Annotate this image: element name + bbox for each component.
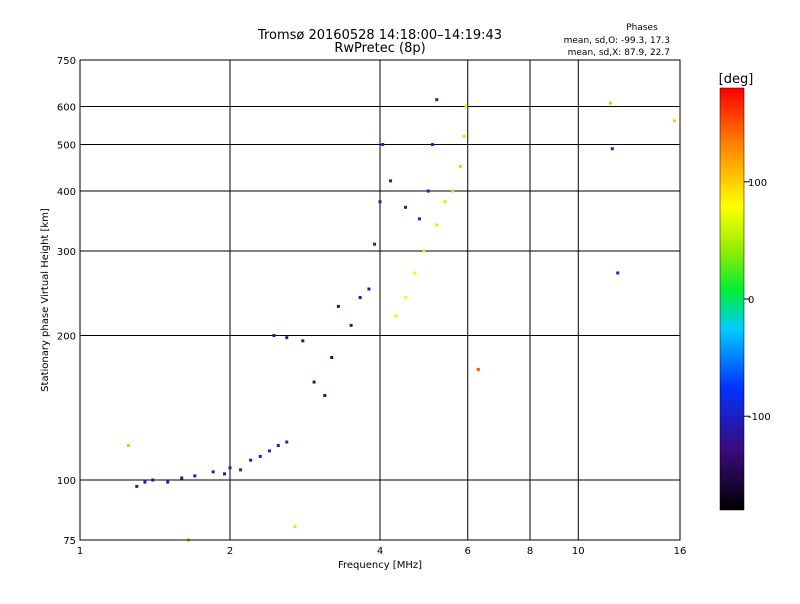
- data-point: [367, 287, 371, 291]
- y-axis-label: Stationary phase Virtual Height [km]: [40, 208, 51, 392]
- y-tick-label: 75: [63, 536, 76, 547]
- data-point: [258, 454, 262, 458]
- colorbar-label: [deg]: [719, 72, 754, 87]
- data-point: [435, 223, 439, 227]
- colorbar-tick-label: 0: [748, 295, 754, 306]
- colorbar-tick-label: -100: [748, 412, 771, 423]
- y-tick-label: 200: [57, 332, 76, 343]
- colorbar-tick-label: 100: [748, 178, 767, 189]
- y-tick-label: 500: [57, 141, 76, 152]
- data-point: [239, 468, 243, 472]
- data-point: [403, 205, 407, 209]
- data-point: [143, 480, 147, 484]
- data-point: [426, 189, 430, 193]
- data-point: [301, 339, 305, 343]
- chart-title: Tromsø 20160528 14:18:00–14:19:43: [257, 28, 502, 43]
- data-point: [413, 271, 417, 275]
- y-tick-label: 600: [57, 103, 76, 114]
- data-point: [389, 179, 393, 183]
- colorbar-ticks: -100 0 100: [744, 178, 771, 423]
- x-tick-label: 10: [572, 546, 585, 557]
- data-point: [610, 147, 614, 151]
- data-point: [373, 242, 377, 246]
- data-point: [358, 296, 362, 300]
- y-tick-label: 300: [57, 247, 76, 258]
- data-point: [211, 470, 215, 474]
- data-point: [293, 525, 297, 529]
- data-point: [673, 119, 677, 123]
- data-point: [458, 164, 462, 168]
- x-tick-label: 16: [674, 546, 687, 557]
- chart-subtitle: RwPretec (8p): [334, 41, 425, 56]
- plot-frame: [79, 59, 681, 541]
- x-tick-label: 1: [77, 546, 83, 557]
- data-point: [323, 394, 327, 398]
- y-axis-ticks: 75 100 200 300 400 500 600 750: [57, 56, 76, 547]
- data-point: [330, 355, 334, 359]
- stats-heading: Phases: [626, 23, 658, 33]
- data-point: [285, 336, 289, 340]
- y-tick-label: 400: [57, 187, 76, 198]
- x-tick-label: 2: [227, 546, 233, 557]
- data-point: [151, 478, 155, 482]
- data-point: [276, 444, 280, 448]
- data-point: [443, 200, 447, 204]
- x-tick-label: 4: [377, 546, 383, 557]
- data-point: [228, 466, 232, 470]
- plot-grid: [80, 60, 680, 540]
- data-point: [451, 189, 455, 193]
- data-point: [403, 296, 407, 300]
- data-point: [462, 134, 466, 138]
- data-point: [126, 444, 130, 448]
- x-axis-ticks: 1 2 4 6 8 10 16: [77, 546, 687, 557]
- data-point: [608, 101, 612, 105]
- data-point: [193, 474, 197, 478]
- data-point: [336, 304, 340, 308]
- data-point: [349, 323, 353, 327]
- data-point: [394, 314, 398, 318]
- data-point: [223, 472, 227, 476]
- data-point: [417, 217, 421, 221]
- y-tick-label: 750: [57, 56, 76, 67]
- data-point: [476, 367, 480, 371]
- stats-x-line: mean, sd,X: 87.9, 22.7: [568, 48, 670, 58]
- data-points: [126, 98, 677, 542]
- data-point: [312, 380, 316, 384]
- data-point: [180, 476, 184, 480]
- data-point: [272, 334, 276, 338]
- data-point: [378, 200, 382, 204]
- data-point: [249, 458, 253, 462]
- data-point: [135, 484, 139, 488]
- data-point: [285, 440, 289, 444]
- data-point: [616, 271, 620, 275]
- data-point: [267, 449, 271, 453]
- y-tick-label: 100: [57, 476, 76, 487]
- data-point: [166, 480, 170, 484]
- data-point: [381, 143, 385, 147]
- stats-o-line: mean, sd,O: -99.3, 17.3: [564, 36, 670, 46]
- colorbar: [719, 87, 745, 511]
- data-point: [464, 105, 468, 109]
- data-point: [422, 249, 426, 253]
- data-point: [431, 143, 435, 147]
- x-axis-label: Frequency [MHz]: [338, 560, 422, 571]
- data-point: [435, 98, 439, 102]
- x-tick-label: 6: [465, 546, 471, 557]
- x-tick-label: 8: [527, 546, 533, 557]
